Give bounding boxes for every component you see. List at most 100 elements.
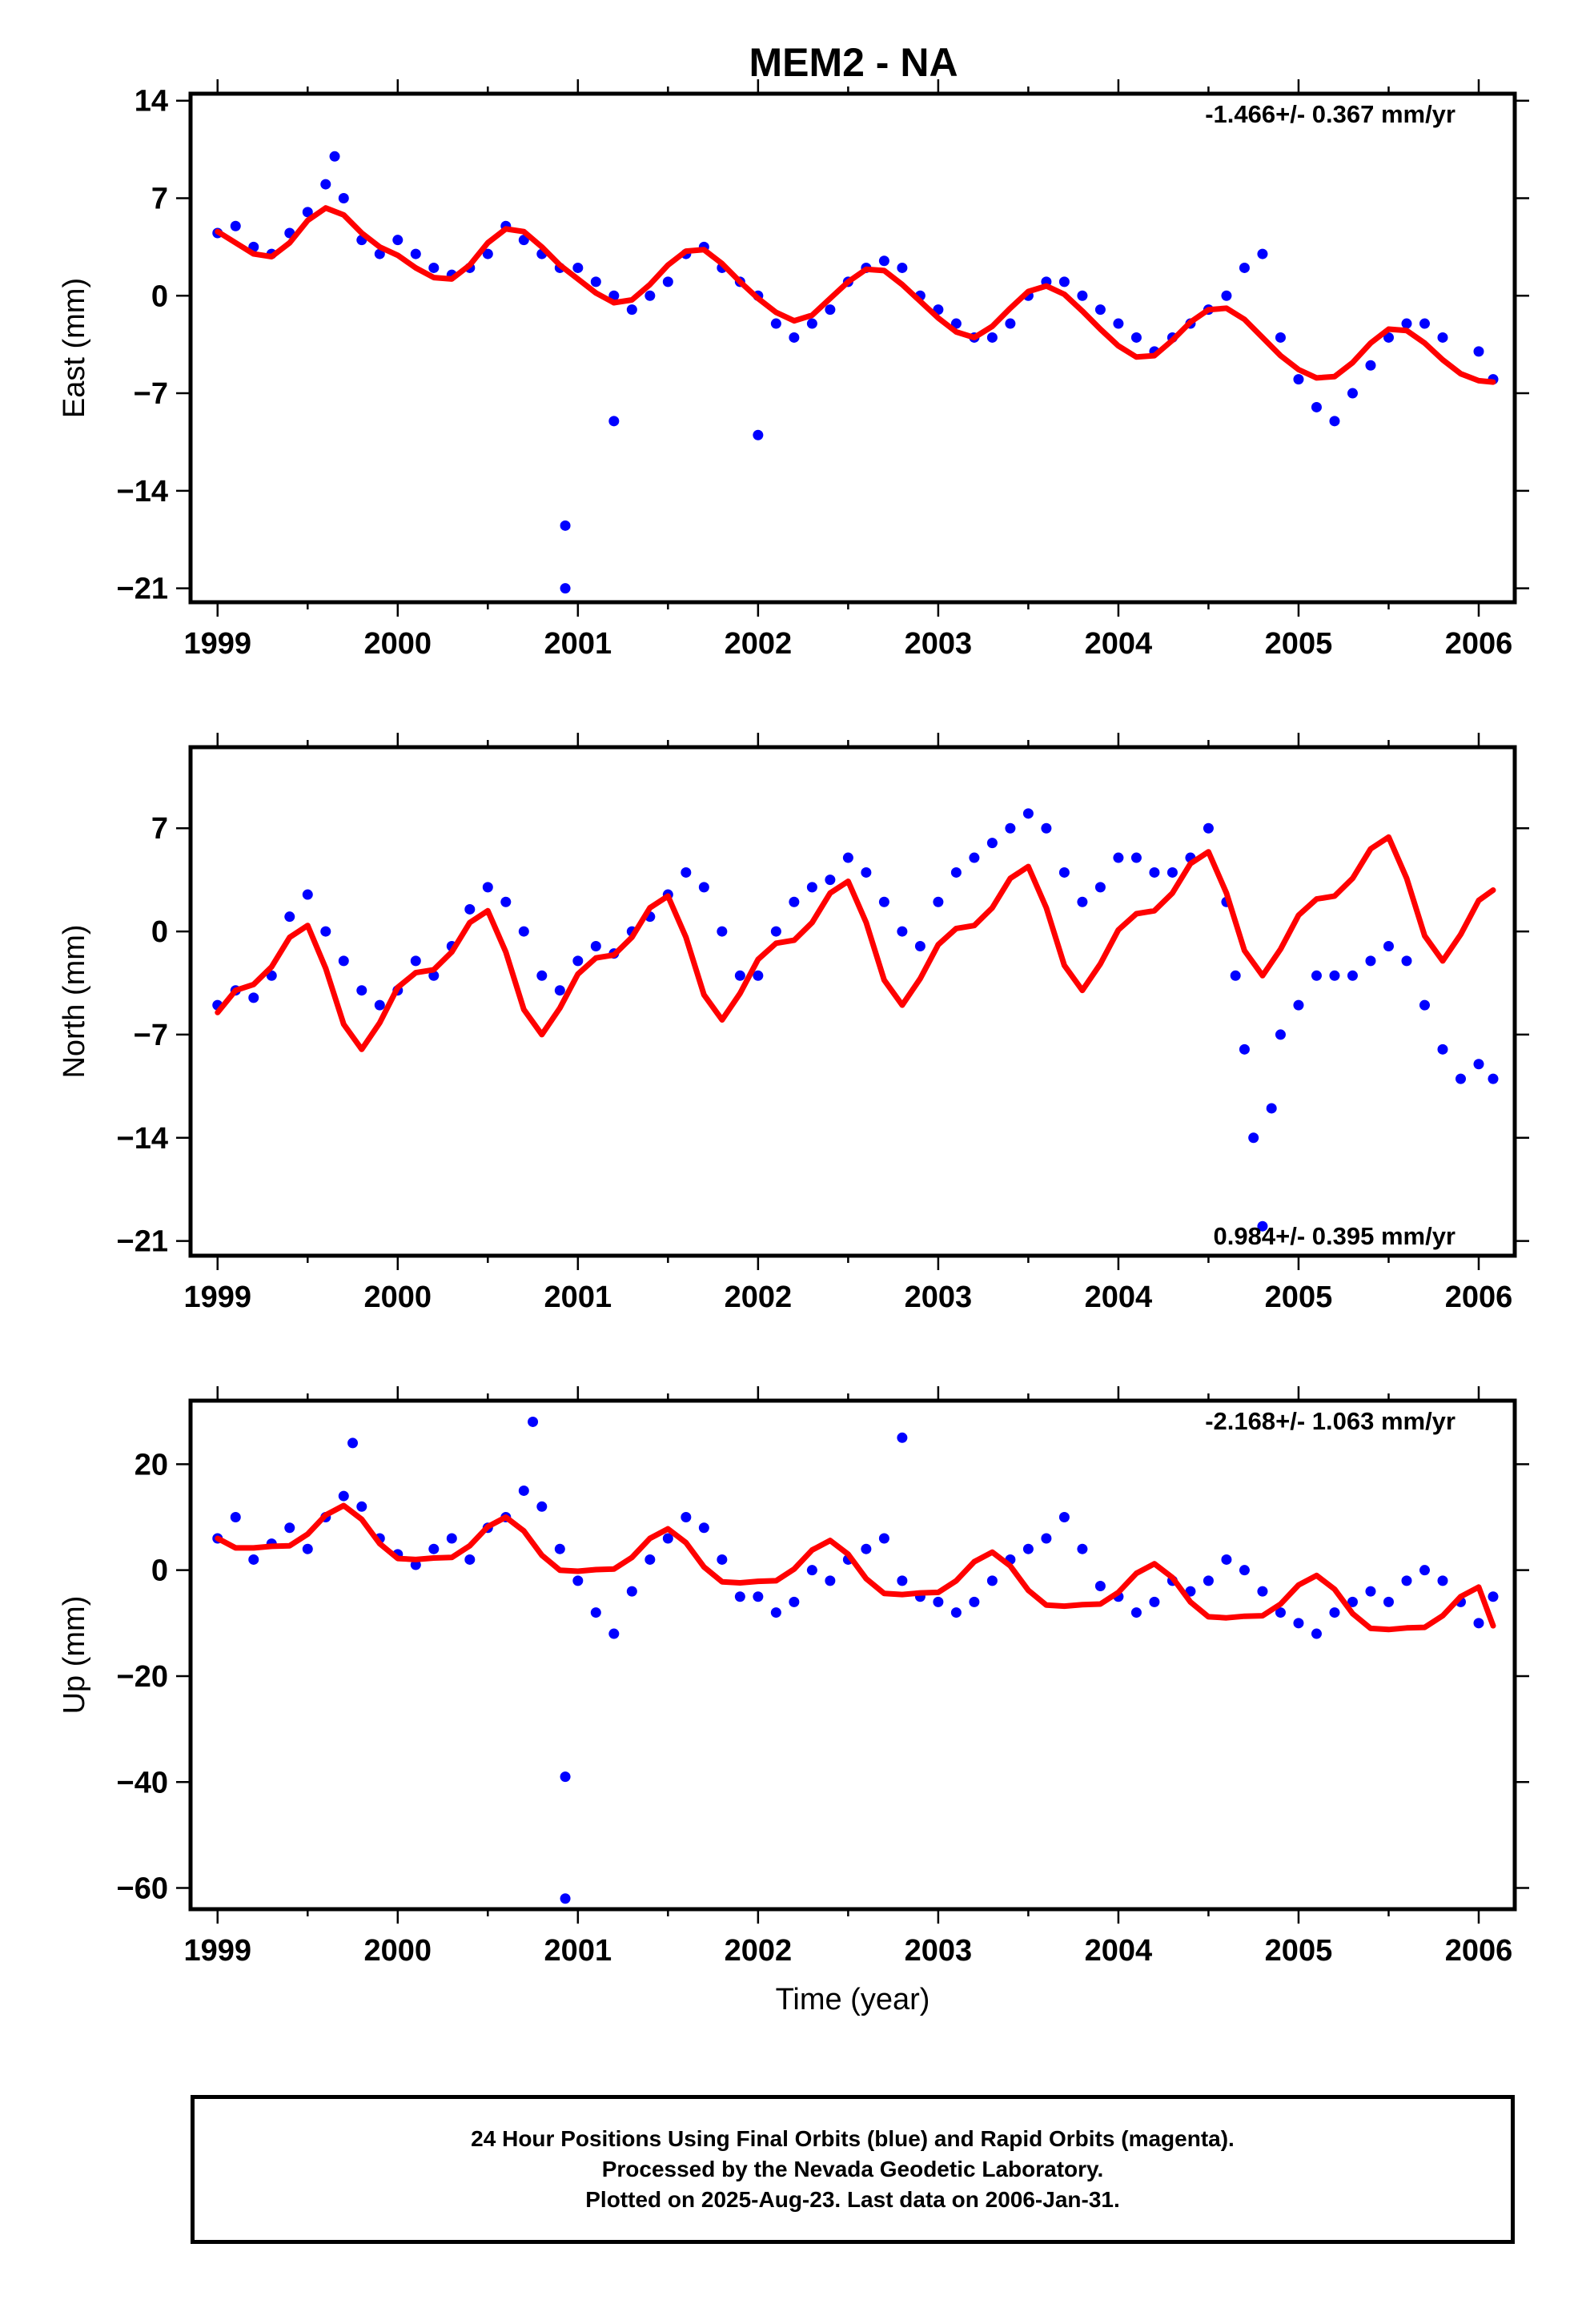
y-tick-label: 0 (151, 915, 168, 949)
data-point (681, 866, 692, 878)
x-tick-label: 2000 (364, 1934, 432, 1968)
data-point (1077, 290, 1088, 301)
data-point (338, 1490, 349, 1502)
plot-area (212, 1416, 1499, 1904)
data-point (356, 1501, 367, 1512)
data-point (897, 1432, 908, 1443)
y-tick-label: −20 (117, 1660, 168, 1694)
plot-area (212, 808, 1499, 1232)
data-point (825, 1575, 836, 1586)
data-point (528, 1416, 539, 1427)
data-point (410, 248, 421, 259)
data-point (1473, 1618, 1484, 1629)
data-point (1293, 1618, 1304, 1629)
data-point (914, 940, 926, 951)
panel-up: 1999 2000 2001 2002 2003 2004 2005 2006 20 0 −20 −4… (58, 1386, 1529, 2016)
model-curve (215, 834, 1496, 1052)
x-tick-label: 2003 (905, 627, 973, 661)
data-point (1293, 999, 1304, 1011)
data-point (1311, 1628, 1322, 1639)
data-point (1401, 955, 1412, 967)
data-point (825, 875, 836, 886)
data-point (1203, 822, 1214, 834)
panel-north: 1999 2000 2001 2002 2003 2004 2005 2006 7 0 −7 −14 −… (58, 733, 1529, 1314)
data-point (560, 583, 571, 594)
data-point (1221, 290, 1232, 301)
data-point (1347, 970, 1358, 981)
data-point (806, 1565, 817, 1576)
data-point (302, 889, 313, 900)
data-point (1311, 970, 1322, 981)
data-point (950, 318, 962, 329)
y-tick-label: −14 (117, 1122, 168, 1156)
y-tick-label: 7 (151, 812, 168, 846)
data-point (770, 318, 781, 329)
data-point (338, 192, 349, 203)
data-point (536, 970, 548, 981)
data-point (1488, 1591, 1499, 1602)
data-point (878, 896, 889, 907)
data-point (1166, 866, 1178, 878)
data-point (1275, 332, 1286, 343)
model-curve (215, 1502, 1496, 1633)
x-tick-label: 1999 (183, 627, 251, 661)
x-tick-label: 2000 (364, 627, 432, 661)
data-point (554, 1543, 565, 1554)
data-point (734, 1591, 745, 1602)
data-point (464, 903, 476, 915)
rate-label: 0.984+/- 0.395 mm/yr (1214, 1222, 1456, 1250)
data-point (897, 262, 908, 273)
data-point (1419, 318, 1430, 329)
data-point (1401, 1575, 1412, 1586)
x-tick-label: 2002 (725, 1934, 793, 1968)
x-tick-label: 1999 (183, 1934, 251, 1968)
data-point (482, 882, 493, 893)
data-point (1329, 970, 1340, 981)
data-point (374, 999, 385, 1011)
y-tick-label: −40 (117, 1766, 168, 1799)
x-tick-label: 2002 (725, 627, 793, 661)
data-point (897, 1575, 908, 1586)
data-point (986, 1575, 998, 1586)
data-point (789, 1596, 800, 1607)
data-point (590, 1607, 601, 1618)
data-point (1365, 1586, 1376, 1597)
data-point (1094, 1581, 1106, 1592)
data-point (753, 1591, 764, 1602)
data-point (608, 416, 620, 427)
data-point (681, 1512, 692, 1523)
data-point (950, 1607, 962, 1618)
plot-area (212, 151, 1499, 594)
caption-box: 24 Hour Positions Using Final Orbits (bl… (191, 2095, 1515, 2244)
data-point (1437, 1043, 1448, 1055)
x-axis-label: Time (year) (776, 1983, 930, 2016)
data-point (446, 1533, 457, 1544)
x-tick-label: 2006 (1445, 1934, 1513, 1968)
x-tick-label: 2005 (1265, 627, 1333, 661)
data-point (338, 955, 349, 967)
data-point (1488, 1073, 1499, 1084)
data-point (1437, 332, 1448, 343)
data-point (1293, 374, 1304, 385)
x-tick-label: 2006 (1445, 1281, 1513, 1314)
data-point (590, 940, 601, 951)
data-point (356, 985, 367, 996)
data-point (806, 882, 817, 893)
data-point (878, 1533, 889, 1544)
data-point (662, 1533, 673, 1544)
data-point (986, 332, 998, 343)
data-point (897, 926, 908, 937)
x-tick-label: 2004 (1085, 1934, 1153, 1968)
data-point (1130, 332, 1142, 343)
data-point (753, 970, 764, 981)
data-point (410, 955, 421, 967)
y-axis-label: North (mm) (58, 924, 91, 1078)
caption-line-1: 24 Hour Positions Using Final Orbits (bl… (471, 2126, 1235, 2151)
data-point (1058, 1512, 1070, 1523)
data-point (428, 1543, 440, 1554)
data-point (1248, 1132, 1259, 1144)
data-point (248, 992, 259, 1003)
x-tick-label: 1999 (183, 1281, 251, 1314)
data-point (644, 1554, 656, 1565)
y-tick-label: 14 (135, 85, 168, 119)
